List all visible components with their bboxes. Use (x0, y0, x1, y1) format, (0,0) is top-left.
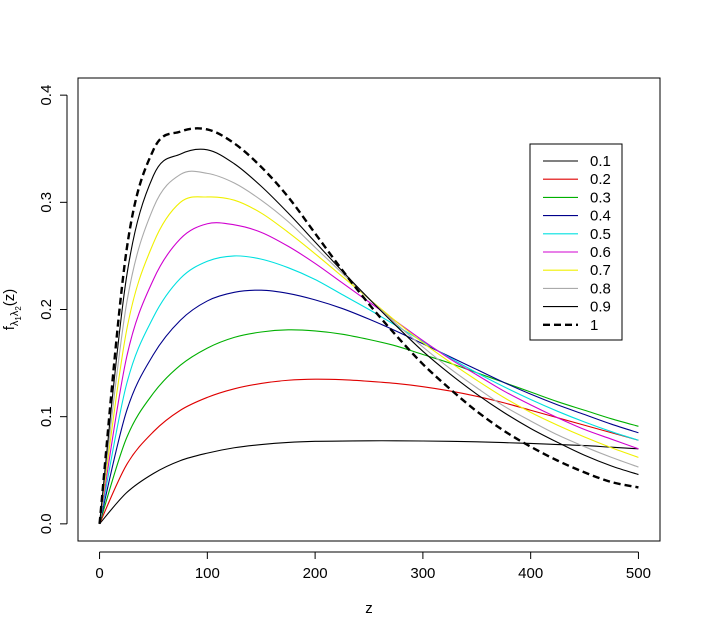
series-line-0-6 (99, 222, 639, 524)
y-tick-label: 0.4 (38, 85, 55, 106)
legend-label: 0.1 (590, 153, 611, 170)
x-tick-label: 0 (95, 565, 103, 582)
x-tick-label: 300 (410, 565, 435, 582)
y-axis-title-sub1-index: 1 (14, 316, 23, 321)
x-tick-label: 100 (195, 565, 220, 582)
series-line-0-3 (99, 329, 639, 525)
y-axis-title-sub2: λ (9, 310, 21, 316)
series-line-1 (98, 127, 639, 524)
y-tick-label: 0.2 (38, 299, 55, 320)
series-line-0-9 (99, 148, 639, 524)
series-line-0-5 (99, 255, 639, 524)
legend-label: 0.7 (590, 262, 611, 279)
x-tick-label: 500 (626, 565, 651, 582)
series-line-0-1 (99, 440, 639, 525)
y-axis-title: fλ1λ2(z) (1, 289, 23, 331)
series-line-0-8 (99, 170, 639, 524)
y-axis-title-sub2-index: 2 (14, 306, 23, 311)
y-axis-title-sub1: λ (9, 320, 21, 326)
legend-label: 0.9 (590, 299, 611, 316)
x-axis: 0 100 200 300 400 500 (95, 551, 651, 582)
x-axis-title: z (365, 600, 373, 617)
series-line-0-4 (99, 289, 639, 524)
legend-label: 0.8 (590, 280, 611, 297)
legend-label: 1 (590, 317, 598, 334)
plot-frame (77, 77, 661, 542)
y-axis-title-main: f (1, 325, 18, 330)
y-tick-label: 0.3 (38, 192, 55, 213)
y-axis-title-tail: (z) (1, 289, 18, 307)
legend-label: 0.3 (590, 189, 611, 206)
x-tick-label: 200 (303, 565, 328, 582)
legend: 0.10.20.3 0.40.50.60.70.8 0.91 (529, 143, 623, 341)
legend-label: 0.2 (590, 171, 611, 188)
legend-label: 0.6 (590, 244, 611, 261)
y-axis: 0.0 0.1 0.2 0.3 0.4 (38, 85, 68, 534)
legend-box (529, 143, 623, 341)
series-lines (98, 127, 639, 525)
x-tick-label: 400 (518, 565, 543, 582)
legend-label: 0.5 (590, 226, 611, 243)
series-line-0-2 (99, 378, 639, 525)
y-tick-label: 0.1 (38, 406, 55, 427)
y-tick-label: 0.0 (38, 513, 55, 534)
legend-label: 0.4 (590, 208, 611, 225)
